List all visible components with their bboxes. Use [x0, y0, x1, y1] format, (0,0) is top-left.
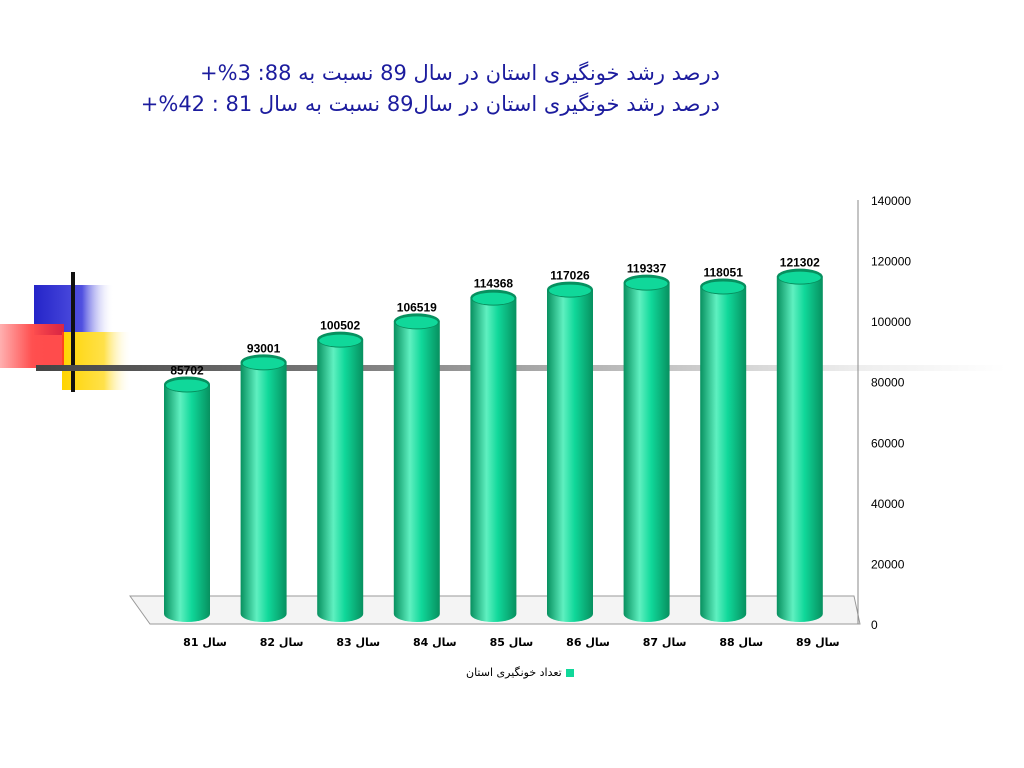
data-label: 93001 [247, 341, 281, 355]
legend: تعداد خونگیری استان [466, 666, 574, 679]
x-tick-label: سال 89 [796, 636, 840, 649]
decorative-squares [0, 272, 132, 392]
legend-label: تعداد خونگیری استان [466, 666, 562, 679]
bar-top-face [166, 379, 208, 392]
data-label: 85702 [170, 363, 204, 377]
y-tick-label: 40000 [871, 497, 905, 511]
y-tick-label: 100000 [871, 315, 911, 329]
x-tick-label: سال 83 [336, 636, 380, 649]
x-tick-label: سال 84 [413, 636, 457, 649]
bar [700, 278, 747, 622]
legend-swatch [565, 668, 574, 677]
data-label: 114368 [474, 277, 514, 291]
data-label: 121302 [780, 256, 820, 270]
y-tick-label: 80000 [871, 376, 905, 390]
x-tick-label: سال 86 [566, 636, 610, 649]
bar-body [164, 384, 210, 622]
data-label: 106519 [397, 300, 437, 314]
bar-top-face [242, 357, 285, 370]
data-label: 119337 [627, 262, 667, 276]
horizontal-rule [36, 365, 1006, 371]
data-label: 118051 [704, 265, 744, 279]
bar [240, 354, 287, 622]
bar [547, 281, 593, 622]
bar-top-face [319, 334, 362, 347]
bar-body [470, 297, 517, 622]
slide-title: درصد رشد خونگیری استان در سال 89 نسبت به… [80, 58, 720, 120]
bar-top-face [778, 271, 821, 284]
x-axis: سال 81 سال 82 سال 83 سال 84 سال 85 سال 86 سال … [183, 636, 839, 649]
x-tick-label: سال 87 [643, 636, 687, 649]
title-line-1: درصد رشد خونگیری استان در سال 89 نسبت به… [200, 61, 720, 85]
bar-top-face [549, 284, 591, 297]
bar [470, 289, 517, 622]
y-tick-label: 20000 [871, 557, 905, 571]
bar [393, 313, 440, 622]
data-label: 117026 [550, 269, 590, 283]
x-tick-label: سال 82 [260, 636, 304, 649]
y-axis: 0 20000 40000 60000 80000 100000 120000 140000 [871, 194, 911, 632]
bar [623, 274, 670, 622]
x-tick-label: سال 81 [183, 636, 227, 649]
y-tick-label: 0 [871, 618, 878, 632]
bar [317, 331, 364, 622]
bar-body [700, 286, 747, 622]
y-tick-label: 60000 [871, 436, 905, 450]
bar [164, 376, 210, 622]
title-line-2: درصد رشد خونگیری استان در سال89 نسبت به … [140, 92, 720, 116]
bar-body [317, 339, 364, 622]
bar-body [776, 276, 823, 622]
data-labels-group: 85702 93001 100502 106519 114368 117026 119337… [170, 256, 820, 378]
y-tick-label: 140000 [871, 194, 911, 208]
bar-body [393, 321, 440, 622]
bar-body [623, 282, 670, 622]
y-tick-label: 120000 [871, 255, 911, 269]
bar-top-face [625, 277, 668, 290]
bar-body [240, 362, 287, 622]
bars-group [164, 268, 823, 622]
bar-top-face [395, 316, 438, 329]
x-tick-label: سال 88 [719, 636, 763, 649]
data-label: 100502 [320, 319, 360, 333]
bar [776, 268, 823, 622]
bar-top-face [702, 281, 745, 294]
bar-body [547, 289, 593, 622]
bar-top-face [472, 292, 515, 305]
x-tick-label: سال 85 [490, 636, 534, 649]
